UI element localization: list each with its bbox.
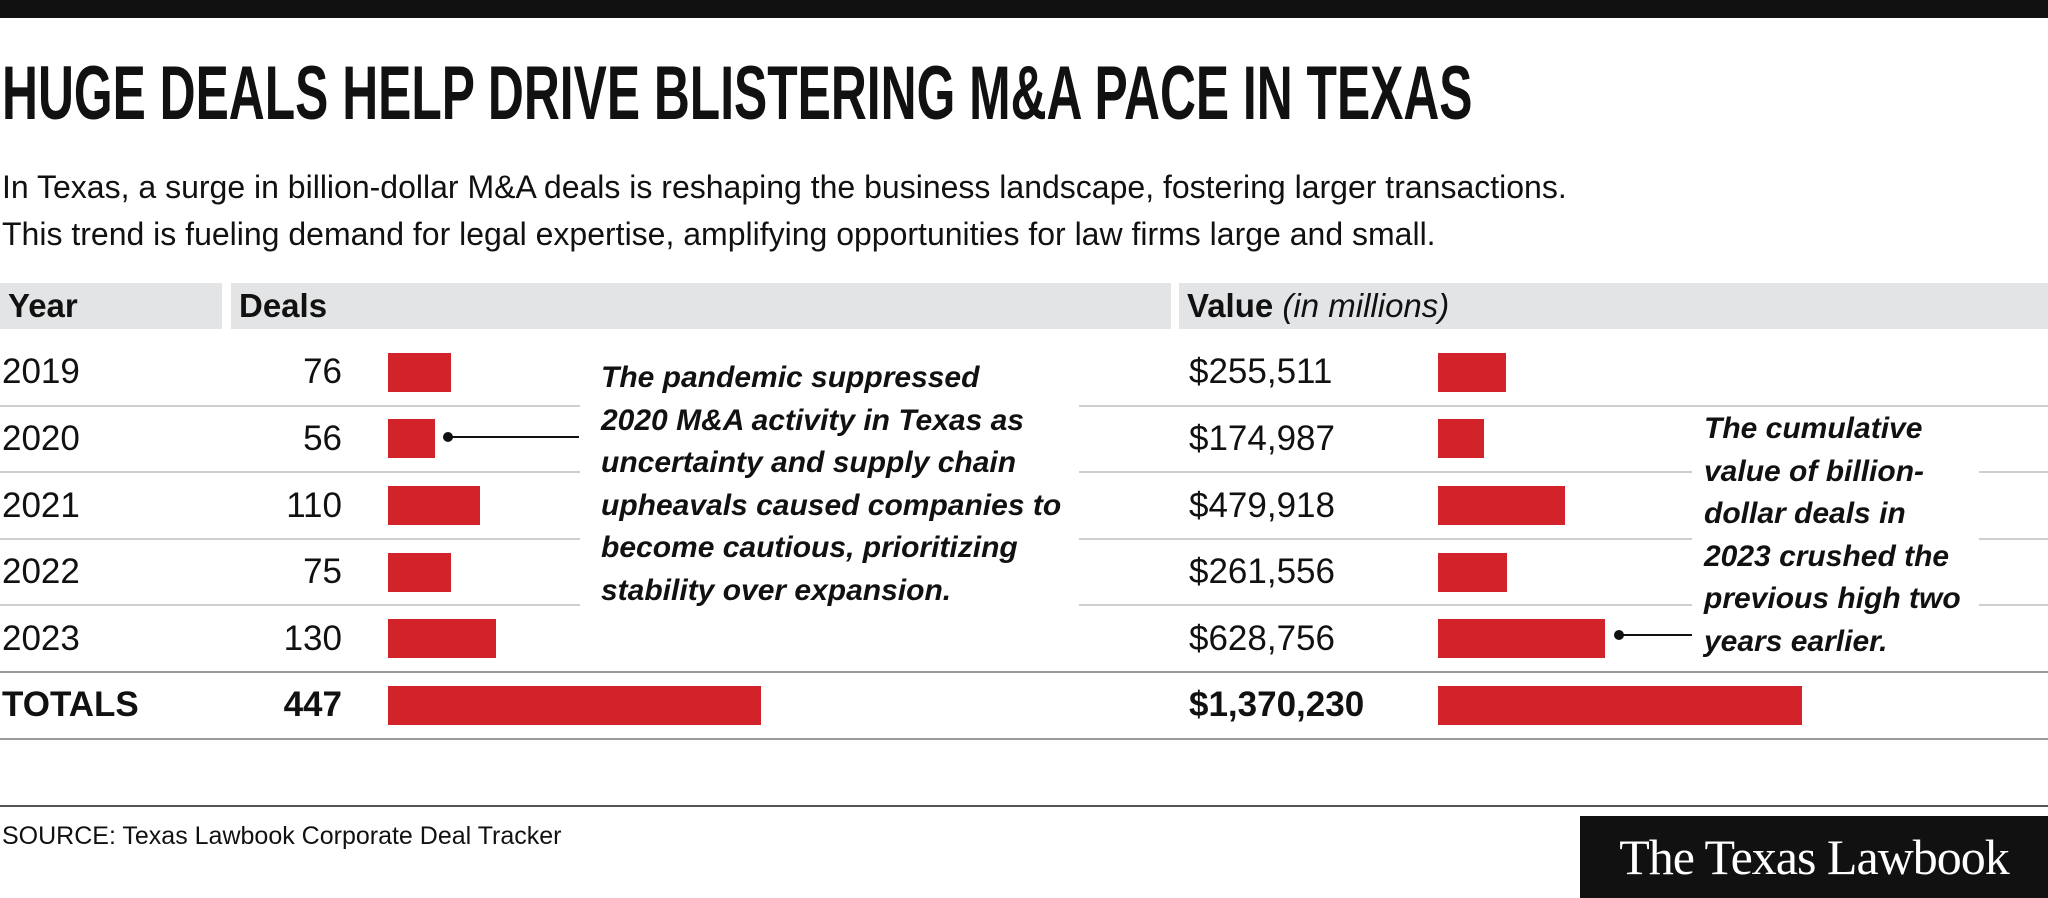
- deals-bar: [388, 419, 435, 459]
- year-label: 2023: [2, 618, 80, 658]
- value-bar: [1438, 486, 1566, 525]
- deals-label: 75: [303, 552, 342, 592]
- footer-rule: [0, 805, 2048, 807]
- row-divider: [0, 671, 2048, 673]
- annotation-line: years earlier.: [1704, 624, 1888, 658]
- value-label: $628,756: [1189, 618, 1335, 658]
- year-label: 2019: [2, 352, 80, 392]
- year-label: 2021: [2, 485, 80, 525]
- annotation-line: value of billion-: [1704, 454, 1925, 488]
- annotation-connector: [448, 436, 579, 438]
- annotation-connector: [1620, 634, 1694, 636]
- deals-label: 56: [303, 418, 342, 458]
- annotation-line: become cautious, prioritizing: [601, 531, 1018, 564]
- annotation-line: uncertainty and supply chain: [601, 446, 1017, 479]
- header-value-unit: (in millions): [1282, 287, 1450, 324]
- total-value-bar: [1438, 685, 1802, 725]
- texas-lawbook-logo: The Texas Lawbook: [1580, 816, 2048, 898]
- header-value-label: Value: [1187, 287, 1274, 324]
- header-year: Year: [0, 283, 222, 329]
- value-bar: [1438, 552, 1508, 592]
- annotation-line: previous high two: [1704, 582, 1961, 615]
- subtitle-line: In Texas, a surge in billion-dollar M&A …: [2, 169, 1567, 205]
- value-label: $479,918: [1189, 485, 1335, 525]
- annotation-line: stability over expansion.: [601, 573, 952, 607]
- annotation-line: 2020 M&A activity in Texas as: [601, 403, 1024, 437]
- deals-bar: [388, 552, 451, 592]
- value-label: $174,987: [1189, 418, 1335, 458]
- annotation-line: 2023 crushed the: [1704, 539, 1950, 573]
- value-bar: [1438, 619, 1606, 659]
- annotation-line: upheavals caused companies to: [601, 488, 1062, 522]
- chart-title: HUGE DEALS HELP DRIVE BLISTERING M&A PAC…: [2, 51, 1473, 136]
- deals-label: 130: [283, 618, 342, 658]
- annotation-line: The cumulative: [1704, 412, 1923, 445]
- deals-label: 76: [303, 352, 342, 392]
- annotation-cumulative: The cumulative value of billion- dollar …: [1692, 408, 1979, 663]
- annotation-dot: [443, 432, 453, 442]
- subtitle-line: This trend is fueling demand for legal e…: [2, 216, 1436, 252]
- deals-bar: [388, 352, 452, 392]
- header-value: Value (in millions): [1179, 283, 2048, 329]
- deals-bar: [388, 619, 497, 659]
- header-deals: Deals: [231, 283, 1171, 329]
- total-deals-bar: [388, 685, 761, 725]
- value-label: $261,556: [1189, 552, 1335, 592]
- annotation-line: dollar deals in: [1704, 497, 1906, 530]
- totals-label: TOTALS: [2, 685, 139, 725]
- value-label: $255,511: [1189, 352, 1333, 392]
- annotation-line: The pandemic suppressed: [601, 361, 980, 394]
- deals-bar: [388, 486, 480, 525]
- annotation-pandemic: The pandemic suppressed 2020 M&A activit…: [580, 357, 1080, 612]
- row-divider: [0, 737, 2048, 740]
- top-rule: [0, 0, 2048, 18]
- year-label: 2022: [2, 552, 80, 592]
- value-bar: [1438, 352, 1506, 392]
- source-note: SOURCE: Texas Lawbook Corporate Deal Tra…: [2, 822, 562, 850]
- total-value-label: $1,370,230: [1189, 685, 1365, 725]
- annotation-dot: [1614, 630, 1624, 640]
- chart-subtitle: In Texas, a surge in billion-dollar M&A …: [2, 164, 2042, 258]
- total-deals-label: 447: [283, 685, 342, 725]
- year-label: 2020: [2, 418, 80, 458]
- value-bar: [1438, 419, 1485, 459]
- deals-label: 110: [286, 485, 342, 525]
